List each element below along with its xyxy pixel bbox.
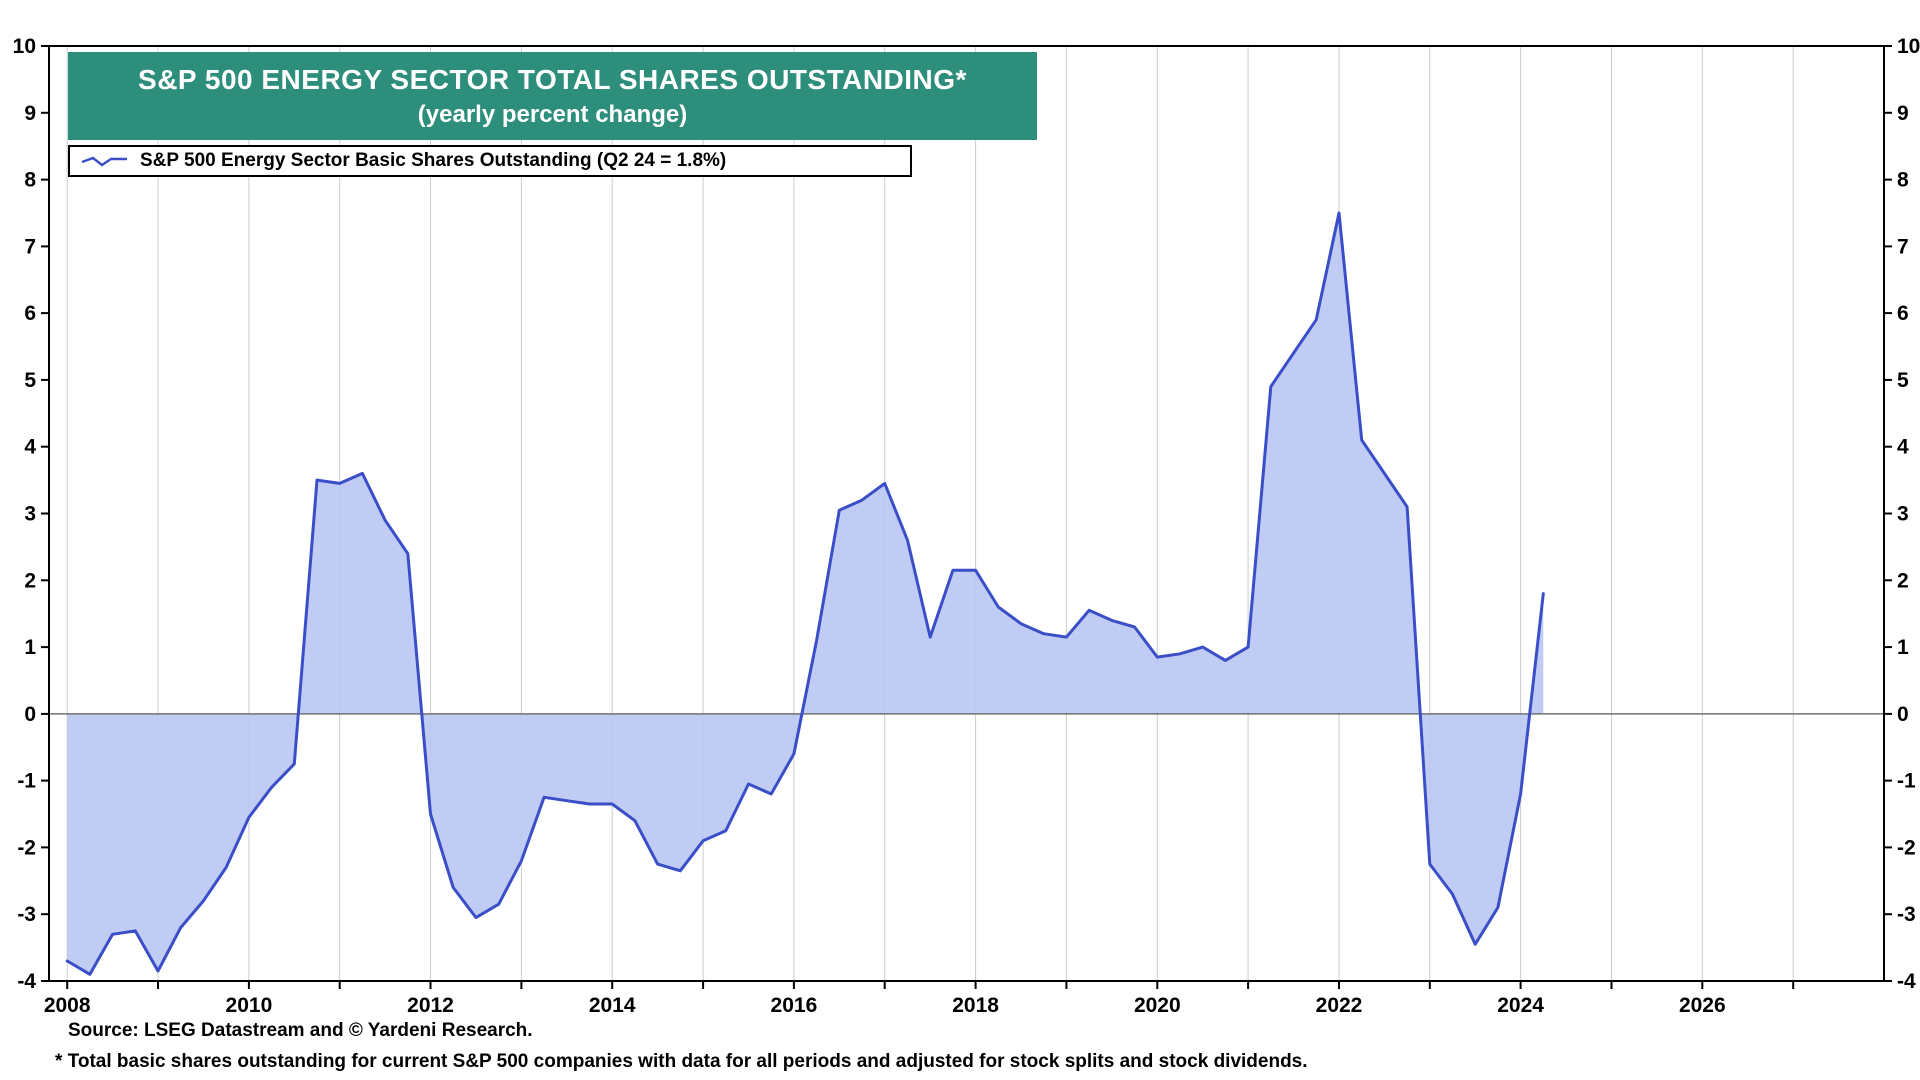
y-tick-label: 0 <box>24 703 36 726</box>
y-tick-label: -2 <box>1897 836 1916 859</box>
y-tick-label: 10 <box>1897 35 1920 58</box>
chart-title: S&P 500 ENERGY SECTOR TOTAL SHARES OUTST… <box>138 63 967 95</box>
x-tick-label: 2010 <box>226 994 273 1017</box>
data-line <box>65 211 1545 976</box>
legend-line-icon <box>81 156 127 167</box>
y-tick-label: 8 <box>24 169 36 192</box>
y-tick-label: -3 <box>17 903 36 926</box>
x-tick-label: 2020 <box>1134 994 1181 1017</box>
y-tick-label: 5 <box>1897 369 1909 392</box>
y-tick-label: 6 <box>24 302 36 325</box>
x-tick-label: 2024 <box>1497 994 1544 1017</box>
footnote: * Total basic shares outstanding for cur… <box>55 1051 1308 1072</box>
y-tick-label: 7 <box>24 235 36 258</box>
y-tick-label: 3 <box>24 503 36 526</box>
y-tick-label: 2 <box>1897 569 1909 592</box>
y-tick-label: -1 <box>1897 770 1916 793</box>
x-tick-label: 2008 <box>44 994 91 1017</box>
legend-box: S&P 500 Energy Sector Basic Shares Outst… <box>68 145 912 177</box>
legend-label: S&P 500 Energy Sector Basic Shares Outst… <box>140 150 727 171</box>
y-tick-label: 1 <box>1897 636 1909 659</box>
y-tick-label: -1 <box>17 770 36 793</box>
source-note: Source: LSEG Datastream and © Yardeni Re… <box>68 1020 533 1041</box>
y-tick-label: 0 <box>1897 703 1909 726</box>
y-tick-label: 7 <box>1897 235 1909 258</box>
y-tick-label: -2 <box>17 836 36 859</box>
y-tick-label: -4 <box>1897 970 1916 993</box>
y-tick-label: 9 <box>24 102 36 125</box>
y-tick-label: 2 <box>24 569 36 592</box>
y-tick-label: -3 <box>1897 903 1916 926</box>
x-tick-label: 2022 <box>1316 994 1363 1017</box>
x-tick-label: 2026 <box>1679 994 1726 1017</box>
area-fill <box>67 213 1544 975</box>
y-tick-label: 6 <box>1897 302 1909 325</box>
chart-title-box: S&P 500 ENERGY SECTOR TOTAL SHARES OUTST… <box>68 52 1037 140</box>
y-tick-label: 1 <box>24 636 36 659</box>
x-tick-label: 2016 <box>771 994 818 1017</box>
y-tick-label: 4 <box>1897 436 1909 459</box>
y-tick-label: 5 <box>24 369 36 392</box>
y-tick-label: 4 <box>24 436 36 459</box>
x-tick-label: 2014 <box>589 994 636 1017</box>
y-tick-label: 8 <box>1897 169 1909 192</box>
x-tick-label: 2012 <box>407 994 454 1017</box>
chart-subtitle: (yearly percent change) <box>417 100 688 128</box>
y-tick-label: -4 <box>17 970 36 993</box>
legend-line-sample <box>81 156 127 167</box>
x-tick-label: 2018 <box>952 994 999 1017</box>
y-tick-label: 10 <box>13 35 36 58</box>
y-tick-label: 9 <box>1897 102 1909 125</box>
y-tick-label: 3 <box>1897 503 1909 526</box>
